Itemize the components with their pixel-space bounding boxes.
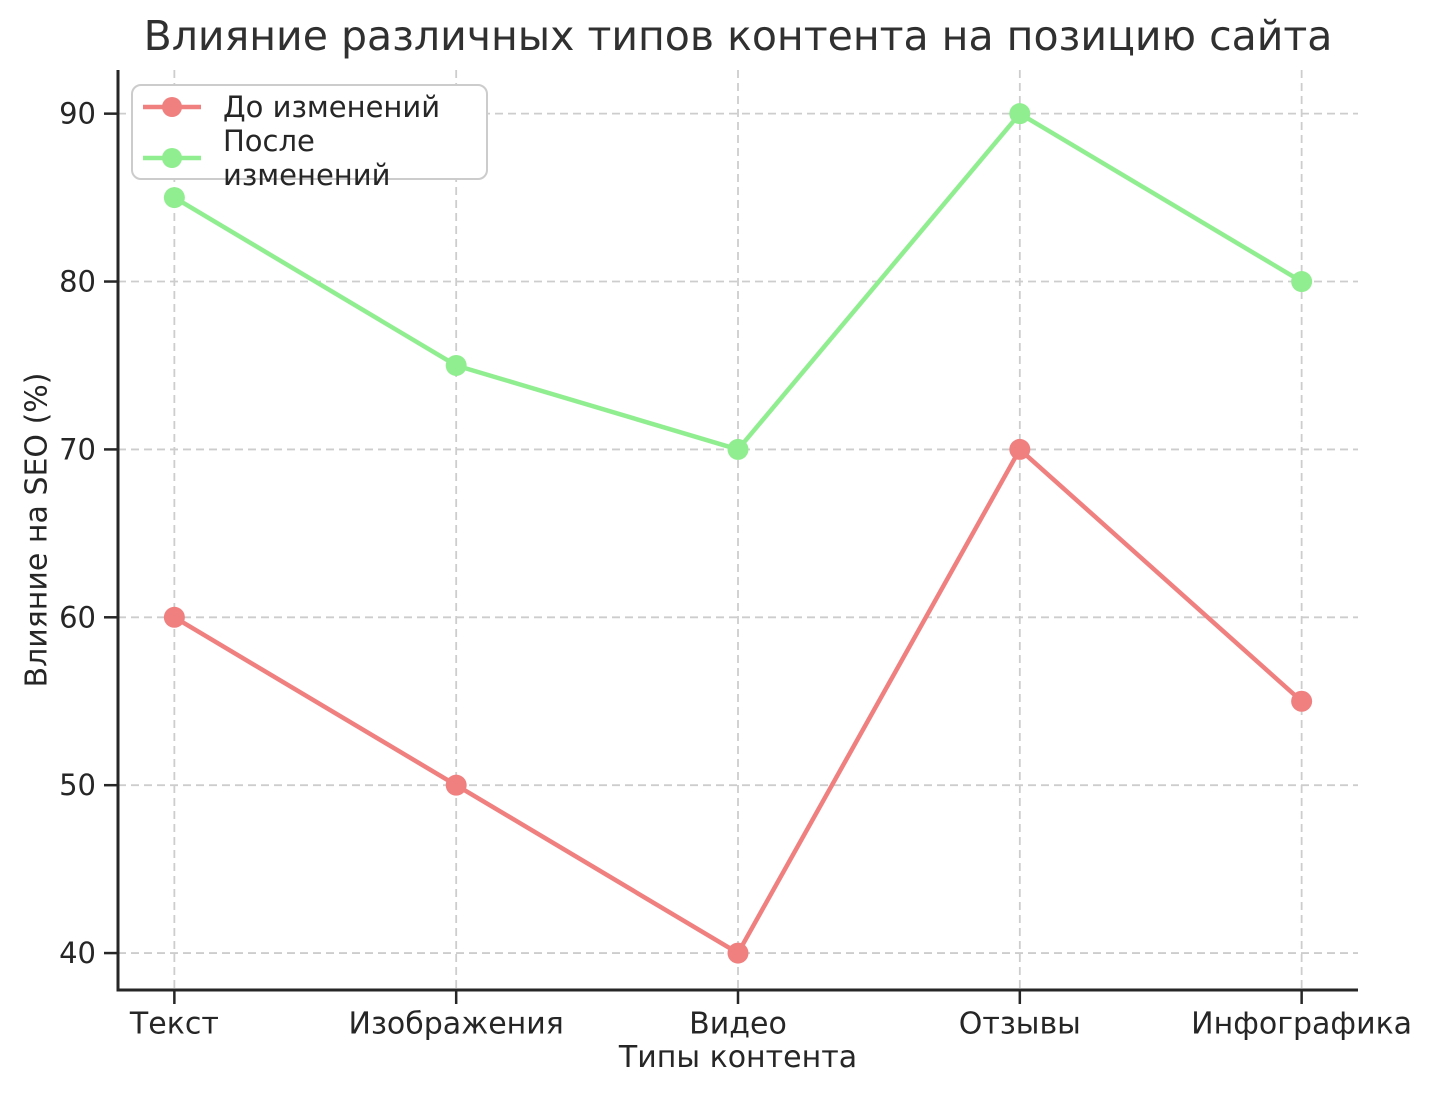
series-marker-1: [1291, 271, 1313, 293]
y-tick-label: 70: [59, 432, 96, 466]
series-marker-0: [1291, 690, 1313, 712]
y-tick-label: 50: [59, 768, 96, 802]
series-marker-0: [1009, 438, 1031, 460]
series-marker-0: [163, 606, 185, 628]
series-marker-1: [163, 187, 185, 209]
legend-label-after: После изменений: [223, 124, 391, 192]
chart-title: Влияние различных типов контента на пози…: [143, 12, 1333, 60]
y-axis-label: Влияние на SEO (%): [19, 372, 55, 688]
y-tick-label: 60: [59, 600, 96, 634]
legend-marker-after-icon: [143, 148, 201, 168]
x-tick-label: Изображения: [349, 1007, 564, 1042]
legend-marker-before-icon: [143, 97, 201, 117]
x-tick-label: Текст: [129, 1007, 219, 1042]
x-tick-label: Видео: [689, 1007, 787, 1042]
x-axis-label: Типы контента: [618, 1040, 858, 1075]
x-tick-label: Инфографика: [1191, 1007, 1412, 1042]
y-tick-label: 40: [59, 936, 96, 970]
y-tick-label: 90: [59, 97, 96, 131]
series-marker-1: [727, 438, 749, 460]
series-marker-1: [1009, 103, 1031, 125]
series-marker-0: [727, 942, 749, 964]
legend-label-before: До изменений: [223, 90, 441, 124]
series-marker-1: [445, 354, 467, 376]
x-tick-label: Отзывы: [959, 1007, 1081, 1042]
y-tick-label: 80: [59, 265, 96, 299]
legend: До изменений После изменений: [131, 84, 488, 192]
legend-item-before: До изменений: [141, 90, 474, 124]
legend-item-after: После изменений: [141, 124, 474, 192]
series-marker-0: [445, 774, 467, 796]
